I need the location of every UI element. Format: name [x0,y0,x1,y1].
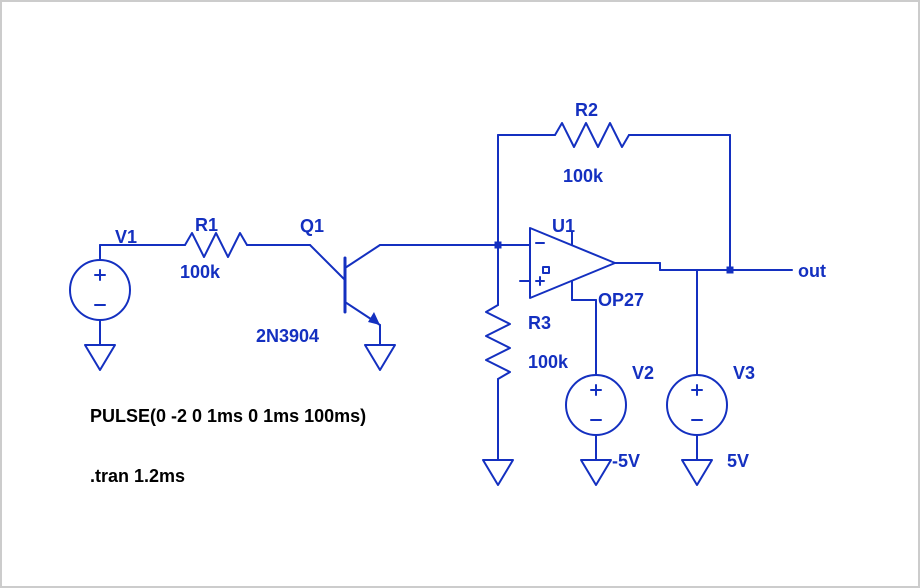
label-r3: R3 [528,313,551,334]
label-v3-val: 5V [727,451,749,472]
label-v2: V2 [632,363,654,384]
label-v2-val: -5V [612,451,640,472]
label-r3-val: 100k [528,352,568,373]
label-v1: V1 [115,227,137,248]
label-u1-model: OP27 [598,290,644,311]
label-r1-val: 100k [180,262,220,283]
canvas-border [1,1,919,587]
node-out [727,267,734,274]
label-r2-val: 100k [563,166,603,187]
label-q1: Q1 [300,216,324,237]
label-r2: R2 [575,100,598,121]
label-tran: .tran 1.2ms [90,466,185,487]
label-out: out [798,261,826,282]
label-u1: U1 [552,216,575,237]
schematic-canvas [0,0,920,588]
label-pulse: PULSE(0 -2 0 1ms 0 1ms 100ms) [90,406,366,427]
label-q1-model: 2N3904 [256,326,319,347]
label-v3: V3 [733,363,755,384]
label-r1: R1 [195,215,218,236]
